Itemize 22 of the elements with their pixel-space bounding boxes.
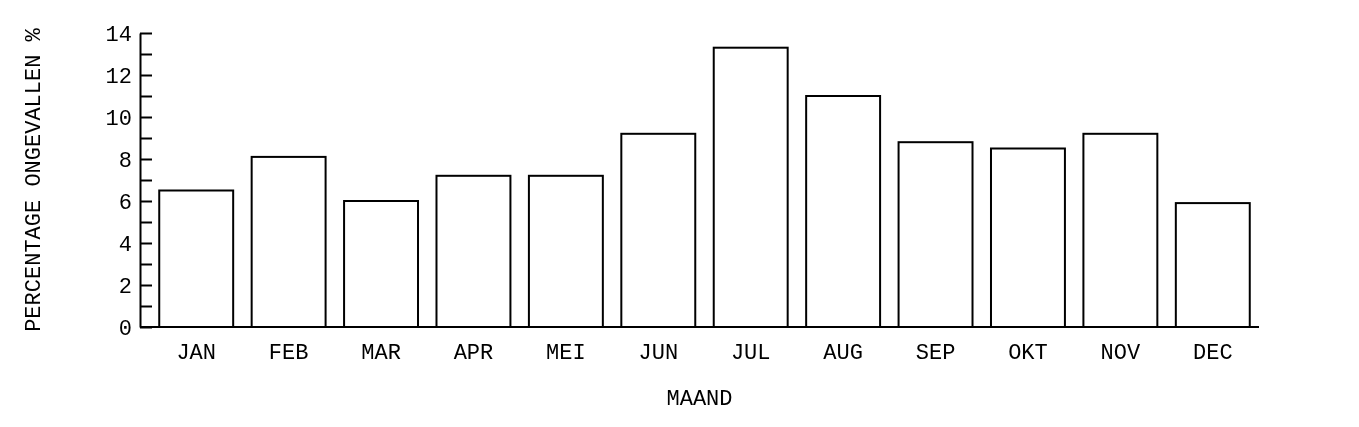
x-tick-label: NOV (1100, 340, 1141, 366)
y-tick-label: 14 (105, 22, 132, 48)
x-tick-label: SEP (915, 340, 956, 366)
y-tick-label: 10 (105, 106, 132, 132)
x-tick-label: APR (453, 340, 494, 366)
x-tick-label: JUL (730, 340, 771, 366)
y-axis-title: PERCENTAGE ONGEVALLEN % (22, 27, 47, 332)
x-tick-label: MAR (361, 340, 401, 366)
x-tick-label: FEB (268, 340, 309, 366)
y-tick-label: 2 (118, 274, 132, 300)
x-axis-title: MAAND (666, 387, 733, 412)
y-tick-label: 0 (118, 316, 132, 342)
x-tick-label: AUG (823, 340, 863, 366)
y-tick-label: 12 (105, 64, 132, 90)
x-tick-label: MEI (546, 340, 586, 366)
x-tick-label: OKT (1008, 340, 1048, 366)
y-tick-label: 6 (118, 190, 132, 216)
y-tick-label: 4 (118, 232, 132, 258)
x-tick-label: JAN (176, 340, 217, 366)
y-tick-label: 8 (118, 148, 132, 174)
x-tick-label: DEC (1192, 340, 1233, 366)
x-tick-label: JUN (638, 340, 679, 366)
